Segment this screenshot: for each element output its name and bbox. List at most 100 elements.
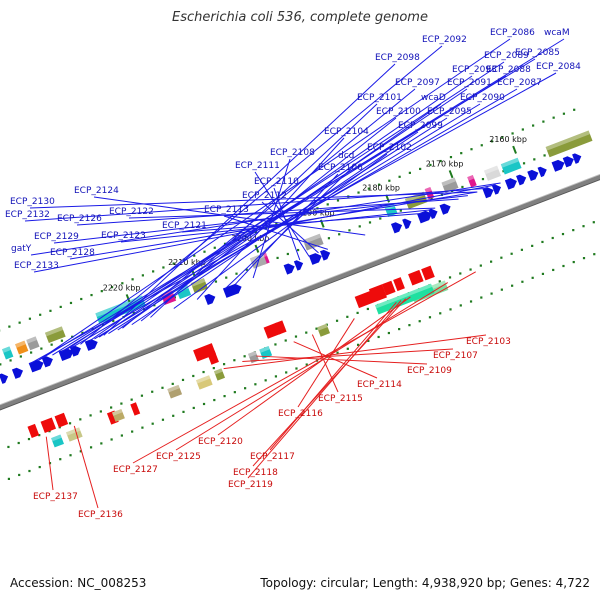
gene-label-top: wcaD bbox=[421, 93, 446, 103]
ring-dot bbox=[522, 162, 526, 165]
scale-tick-label: 2180 kbp bbox=[362, 184, 400, 193]
ring-dot bbox=[315, 327, 318, 330]
scale-tick bbox=[512, 145, 517, 154]
ring-dot bbox=[99, 410, 102, 413]
ring-dot bbox=[305, 363, 308, 366]
forward-gene bbox=[320, 249, 331, 261]
ring-dot bbox=[398, 175, 401, 178]
gene-label-bottom: ECP_2116 bbox=[278, 409, 323, 419]
ring-dot bbox=[439, 159, 442, 163]
annotation-block bbox=[259, 346, 273, 359]
ring-dot bbox=[572, 260, 575, 264]
ring-dot bbox=[244, 387, 247, 390]
ring-dot bbox=[50, 343, 53, 346]
ring-dot bbox=[358, 225, 361, 228]
ring-dot bbox=[68, 422, 72, 425]
annotation-block-shape bbox=[484, 165, 502, 181]
forward-gene bbox=[562, 156, 574, 168]
leader-line bbox=[224, 161, 359, 290]
ring-dot bbox=[479, 264, 482, 267]
leader-line bbox=[234, 173, 339, 286]
ring-dot bbox=[335, 319, 339, 322]
ring-dot bbox=[120, 402, 123, 405]
leader-line bbox=[140, 117, 397, 322]
backbone-ring bbox=[0, 173, 600, 411]
ring-dot bbox=[100, 290, 103, 293]
ring-dot bbox=[19, 355, 22, 358]
annotation-block-shape bbox=[51, 434, 65, 448]
leader-line bbox=[242, 348, 454, 362]
ring-dot bbox=[502, 170, 505, 173]
ring-dot bbox=[30, 351, 33, 354]
ring-dot bbox=[28, 317, 32, 320]
ring-dot bbox=[448, 276, 452, 279]
leader-line bbox=[30, 182, 501, 256]
ring-dot bbox=[71, 335, 74, 338]
gene-label-top: ECP_2112 bbox=[242, 191, 287, 201]
gene-label-bottom: ECP_2137 bbox=[33, 492, 78, 502]
ring-dot bbox=[151, 422, 154, 425]
annotation-block bbox=[66, 427, 83, 442]
reverse-gene bbox=[393, 277, 405, 292]
leader-line bbox=[132, 271, 476, 464]
ring-dot bbox=[490, 260, 493, 263]
ring-dot bbox=[480, 144, 483, 147]
ring-dot bbox=[592, 221, 595, 224]
ring-dot bbox=[481, 177, 485, 181]
ring-dot bbox=[325, 323, 328, 326]
gene-label-bottom: ECP_2115 bbox=[318, 394, 363, 404]
leader-line bbox=[69, 191, 478, 260]
forward-gene bbox=[222, 283, 242, 298]
forward-gene bbox=[69, 345, 81, 357]
ring-dot bbox=[419, 167, 422, 171]
gene-label-top: ECP_2129 bbox=[34, 232, 79, 242]
ring-dot bbox=[120, 434, 123, 437]
ring-dot bbox=[582, 257, 586, 260]
annotation-block-gloss bbox=[44, 326, 64, 337]
ring-dot bbox=[202, 370, 205, 374]
ring-dot bbox=[132, 312, 135, 315]
leader-line bbox=[70, 88, 518, 349]
ring-dot bbox=[213, 398, 216, 402]
ring-dot bbox=[356, 343, 360, 346]
annotation-block-gloss bbox=[467, 174, 475, 181]
gene-label-top: ECP_2087 bbox=[497, 78, 542, 88]
ring-dot bbox=[222, 363, 226, 366]
ring-dot bbox=[203, 250, 206, 253]
ring-dot bbox=[151, 390, 154, 393]
reverse-gene bbox=[421, 265, 435, 281]
ring-dot bbox=[141, 426, 144, 429]
forward-gene bbox=[482, 187, 494, 199]
reverse-gene bbox=[27, 423, 40, 438]
annotation-block-gloss bbox=[51, 434, 62, 442]
gene-label-top: ECP_2090 bbox=[460, 93, 505, 103]
annotation-block bbox=[500, 157, 522, 175]
ring-dot bbox=[213, 246, 216, 249]
annotation-block-shape bbox=[196, 375, 213, 390]
ring-dot bbox=[552, 116, 555, 119]
ring-dot bbox=[326, 203, 329, 206]
ring-dot bbox=[233, 391, 236, 394]
scale-tick bbox=[385, 194, 390, 203]
ring-dot bbox=[297, 248, 300, 252]
gene-label-bottom: ECP_2114 bbox=[357, 380, 402, 390]
ring-dot bbox=[533, 158, 536, 161]
ring-dot bbox=[501, 136, 504, 139]
ring-dot bbox=[275, 223, 278, 226]
gene-label-top: ECP_2092 bbox=[422, 35, 467, 45]
ring-dot bbox=[573, 108, 576, 111]
leader-line bbox=[293, 341, 378, 379]
annotation-block bbox=[467, 174, 477, 188]
forward-gene bbox=[439, 203, 451, 215]
annotation-block-gloss bbox=[317, 323, 328, 331]
annotation-block bbox=[424, 186, 435, 200]
annotation-block-gloss bbox=[374, 283, 433, 309]
ring-dot bbox=[172, 414, 175, 417]
ring-dot bbox=[286, 252, 289, 256]
annotation-block-shape bbox=[111, 408, 125, 422]
ring-dot bbox=[60, 339, 64, 342]
annotation-block-gloss bbox=[196, 375, 211, 384]
ring-dot bbox=[459, 272, 462, 275]
annotation-block-gloss bbox=[545, 130, 590, 151]
gene-label-top: ECP_2086 bbox=[490, 28, 535, 38]
